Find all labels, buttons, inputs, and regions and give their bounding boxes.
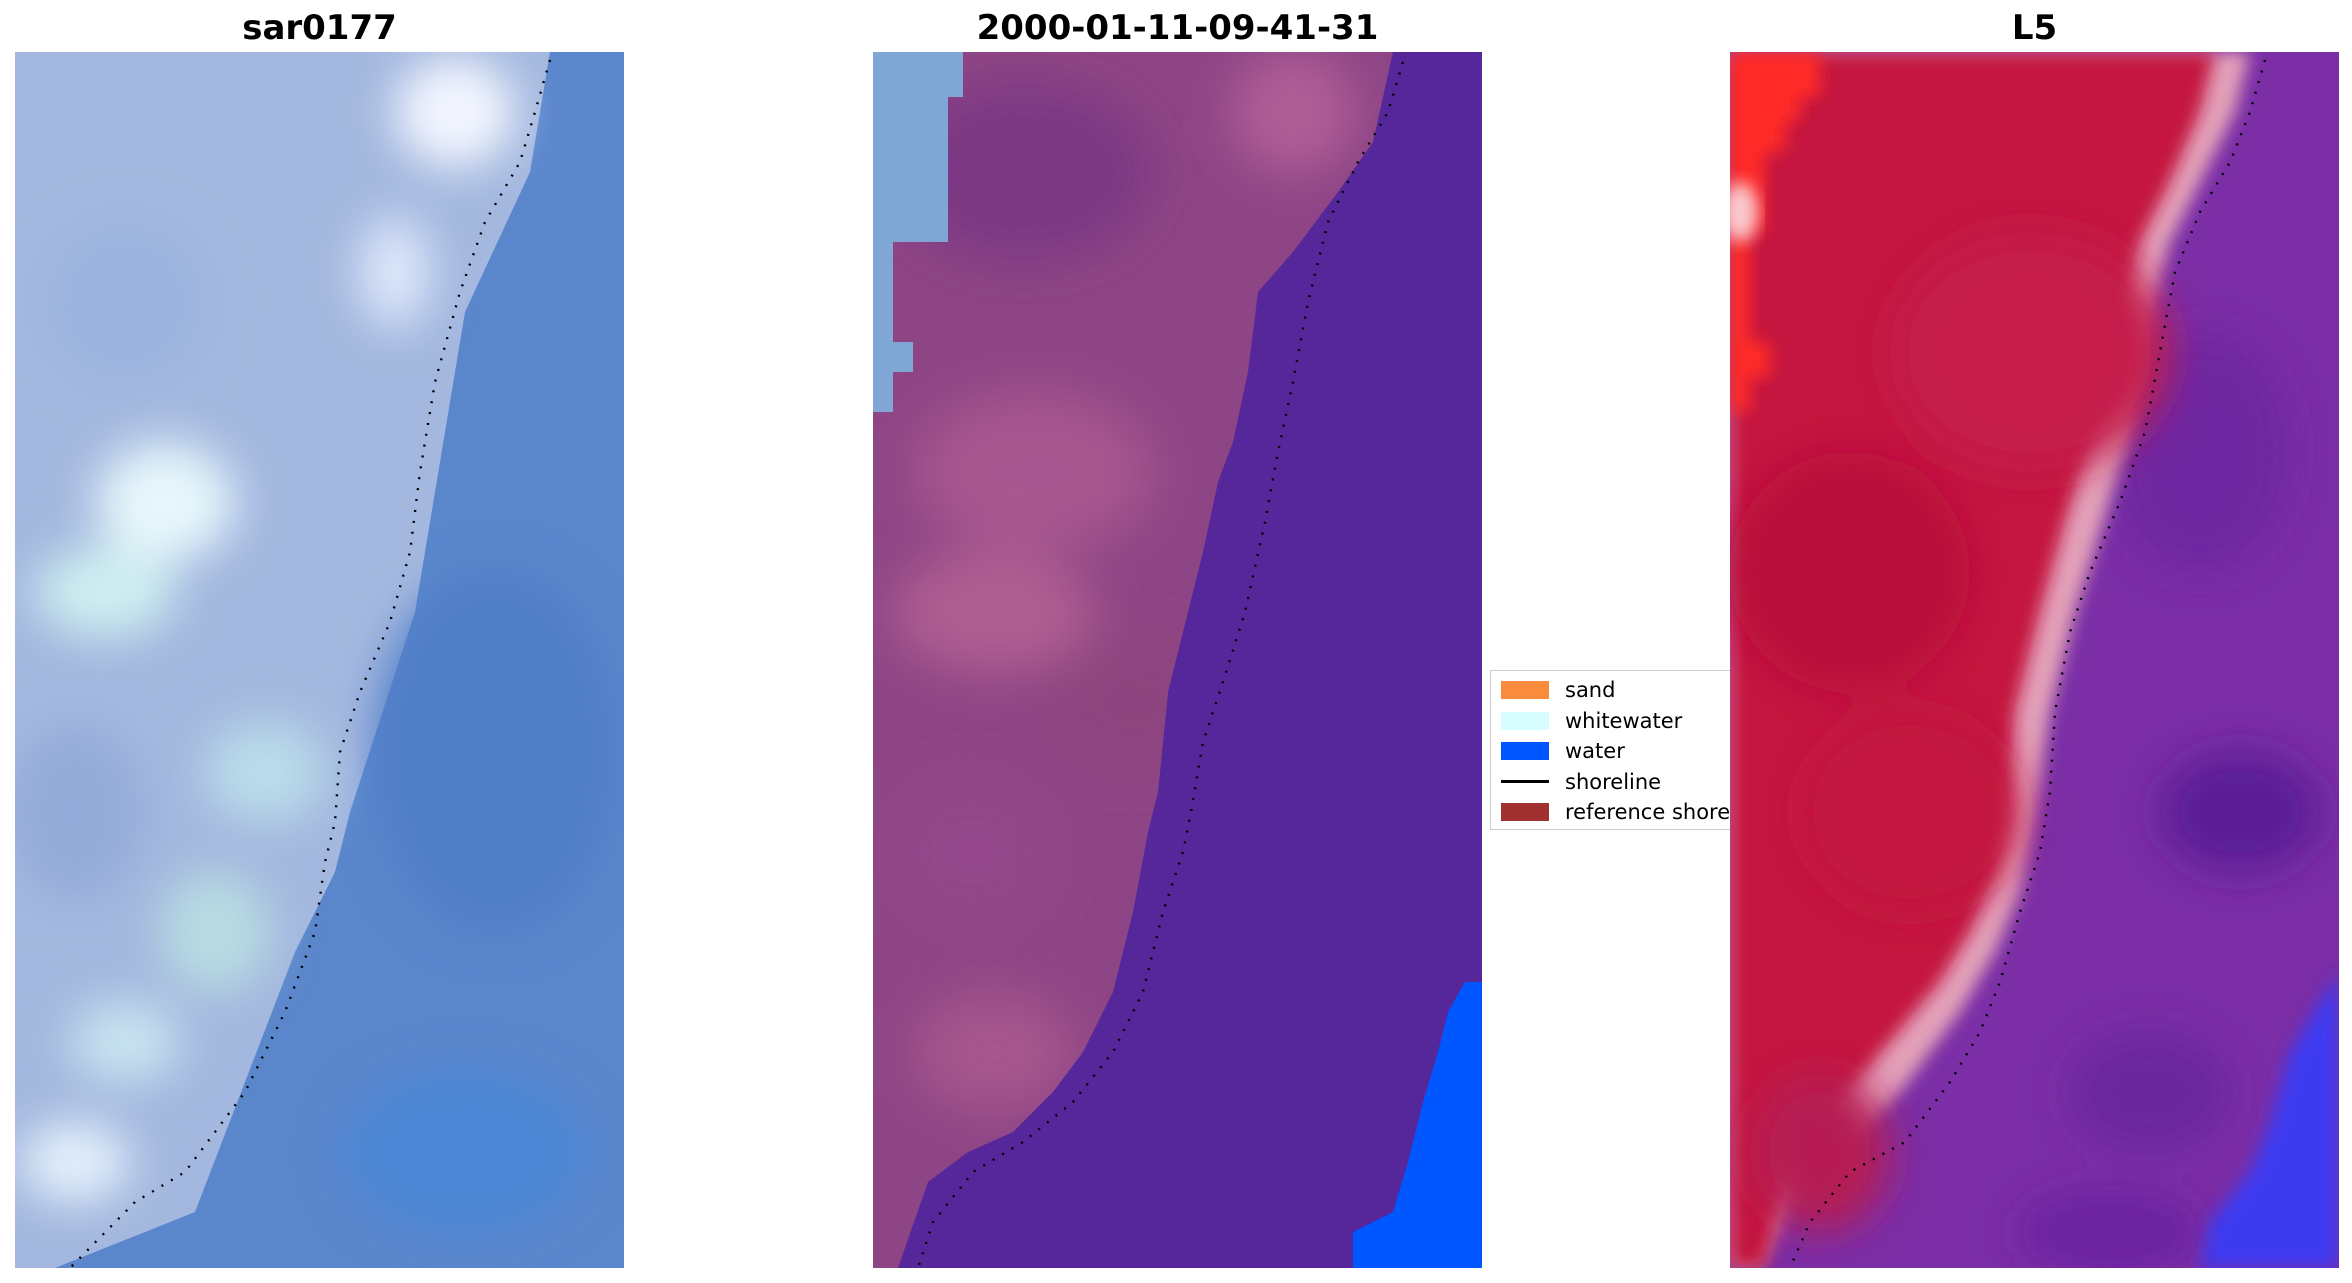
legend-label-whitewater: whitewater xyxy=(1565,708,1683,733)
rgb-image-panel xyxy=(15,52,624,1268)
legend-item-sand: sand xyxy=(1501,675,1730,706)
index-image-panel xyxy=(1730,52,2339,1268)
panel-title-index: L5 xyxy=(2011,8,2058,48)
legend-label-sand: sand xyxy=(1565,678,1616,703)
legend-label-water: water xyxy=(1565,739,1625,764)
water-swatch xyxy=(1501,742,1549,761)
reference-shoreline-swatch xyxy=(1501,803,1549,822)
legend-item-shoreline: shoreline xyxy=(1501,767,1730,798)
legend-item-whitewater: whitewater xyxy=(1501,706,1730,737)
index-image xyxy=(1730,52,2339,1268)
classification-panel xyxy=(873,52,1482,1268)
sand-swatch xyxy=(1501,681,1549,700)
whitewater-swatch xyxy=(1501,711,1549,730)
classification-image xyxy=(873,52,1482,1268)
shoreline-swatch xyxy=(1501,780,1549,784)
panel-title-classification: 2000-01-11-09-41-31 xyxy=(976,8,1379,48)
legend-label-shoreline: shoreline xyxy=(1565,769,1662,794)
legend-item-water: water xyxy=(1501,736,1730,767)
panel-title-rgb: sar0177 xyxy=(242,8,397,48)
legend-label-reference-shoreline: reference shoreline xyxy=(1565,800,1730,825)
legend: sand whitewater water shoreline referenc… xyxy=(1490,670,1730,830)
rgb-image xyxy=(15,52,624,1268)
legend-item-reference-shoreline: reference shoreline xyxy=(1501,797,1730,828)
